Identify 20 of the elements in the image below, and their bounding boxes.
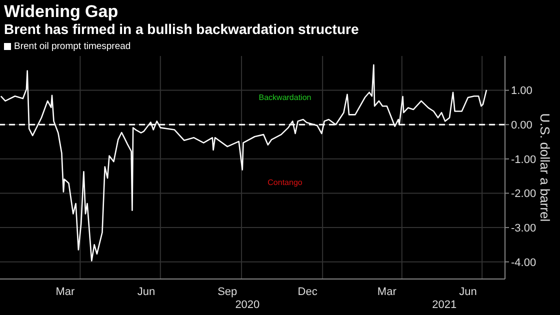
y-tick-label: -3.00 <box>511 222 536 234</box>
annotation: Contango <box>266 178 304 187</box>
y-tick-label: -4.00 <box>511 256 536 269</box>
y-tick-label: -2.00 <box>511 188 536 200</box>
x-tick-label: Mar <box>56 286 76 298</box>
annotation: Backwardation <box>258 93 312 102</box>
y-axis-title: U.S. dollar a barrel <box>538 113 553 222</box>
x-tick-label: Mar <box>377 286 397 298</box>
legend-label: Brent oil prompt timespread <box>14 41 131 52</box>
text: 2020 <box>234 299 261 311</box>
y-tick-label: -1.00 <box>511 154 536 166</box>
text: 2021 <box>431 299 458 311</box>
y-tick-label: 1.00 <box>511 85 532 98</box>
x-tick-label: Jun <box>459 286 477 298</box>
chart-subtitle: Brent has firmed in a bullish backwardation structure <box>4 21 359 37</box>
chart-title: Widening Gap <box>4 2 118 22</box>
x-tick-label: Sep <box>218 286 238 298</box>
x-tick-label: Jun <box>137 286 156 298</box>
y-tick-label: 0.00 <box>511 120 532 132</box>
x-tick-label: Dec <box>298 286 318 298</box>
